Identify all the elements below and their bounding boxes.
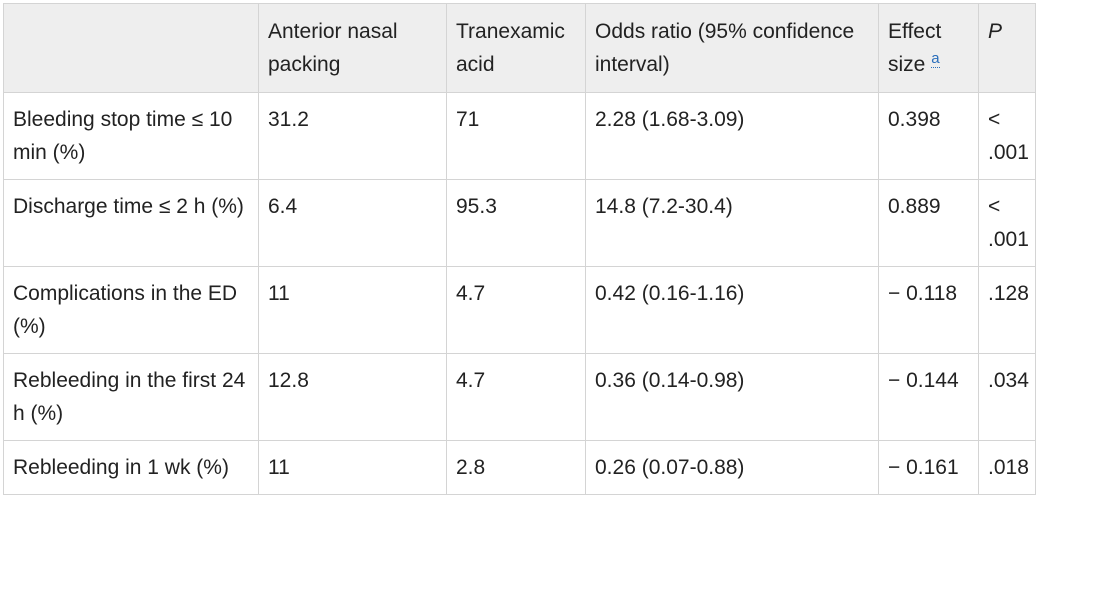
table-row: Discharge time ≤ 2 h (%) 6.4 95.3 14.8 (… xyxy=(3,179,1036,267)
anterior-nasal-packing-value: 31.2 xyxy=(258,92,447,180)
effect-size-value: − 0.161 xyxy=(878,440,979,495)
p-value: < .001 xyxy=(978,179,1036,267)
header-effect-size-label: Effect size xyxy=(888,20,942,76)
odds-ratio-value: 0.42 (0.16-1.16) xyxy=(585,266,879,354)
tranexamic-acid-value: 71 xyxy=(446,92,586,180)
table-header-row: Anterior nasal packing Tranexamic acid O… xyxy=(3,3,1036,93)
effect-size-value: − 0.118 xyxy=(878,266,979,354)
table-row: Rebleeding in 1 wk (%) 11 2.8 0.26 (0.07… xyxy=(3,440,1036,495)
row-label: Rebleeding in the first 24 h (%) xyxy=(3,353,259,441)
row-label: Complications in the ED (%) xyxy=(3,266,259,354)
header-anterior-nasal-packing: Anterior nasal packing xyxy=(258,3,447,93)
header-tranexamic-acid: Tranexamic acid xyxy=(446,3,586,93)
anterior-nasal-packing-value: 11 xyxy=(258,440,447,495)
tranexamic-acid-value: 4.7 xyxy=(446,266,586,354)
effect-size-value: 0.398 xyxy=(878,92,979,180)
results-table: Anterior nasal packing Tranexamic acid O… xyxy=(3,3,1036,495)
anterior-nasal-packing-value: 6.4 xyxy=(258,179,447,267)
p-value: .128 xyxy=(978,266,1036,354)
anterior-nasal-packing-value: 12.8 xyxy=(258,353,447,441)
results-table-container: Anterior nasal packing Tranexamic acid O… xyxy=(3,3,1036,495)
tranexamic-acid-value: 2.8 xyxy=(446,440,586,495)
row-label: Discharge time ≤ 2 h (%) xyxy=(3,179,259,267)
odds-ratio-value: 2.28 (1.68-3.09) xyxy=(585,92,879,180)
p-value: .018 xyxy=(978,440,1036,495)
header-p-value: P xyxy=(978,3,1036,93)
p-value: .034 xyxy=(978,353,1036,441)
odds-ratio-value: 0.26 (0.07-0.88) xyxy=(585,440,879,495)
table-row: Complications in the ED (%) 11 4.7 0.42 … xyxy=(3,266,1036,354)
odds-ratio-value: 14.8 (7.2-30.4) xyxy=(585,179,879,267)
p-value: < .001 xyxy=(978,92,1036,180)
header-label-cell xyxy=(3,3,259,93)
row-label: Bleeding stop time ≤ 10 min (%) xyxy=(3,92,259,180)
tranexamic-acid-value: 95.3 xyxy=(446,179,586,267)
effect-size-value: 0.889 xyxy=(878,179,979,267)
odds-ratio-value: 0.36 (0.14-0.98) xyxy=(585,353,879,441)
anterior-nasal-packing-value: 11 xyxy=(258,266,447,354)
row-label: Rebleeding in 1 wk (%) xyxy=(3,440,259,495)
header-odds-ratio: Odds ratio (95% confidence interval) xyxy=(585,3,879,93)
table-row: Rebleeding in the first 24 h (%) 12.8 4.… xyxy=(3,353,1036,441)
table-row: Bleeding stop time ≤ 10 min (%) 31.2 71 … xyxy=(3,92,1036,180)
effect-size-value: − 0.144 xyxy=(878,353,979,441)
tranexamic-acid-value: 4.7 xyxy=(446,353,586,441)
header-effect-size: Effect size a xyxy=(878,3,979,93)
footnote-a-link[interactable]: a xyxy=(931,50,940,68)
